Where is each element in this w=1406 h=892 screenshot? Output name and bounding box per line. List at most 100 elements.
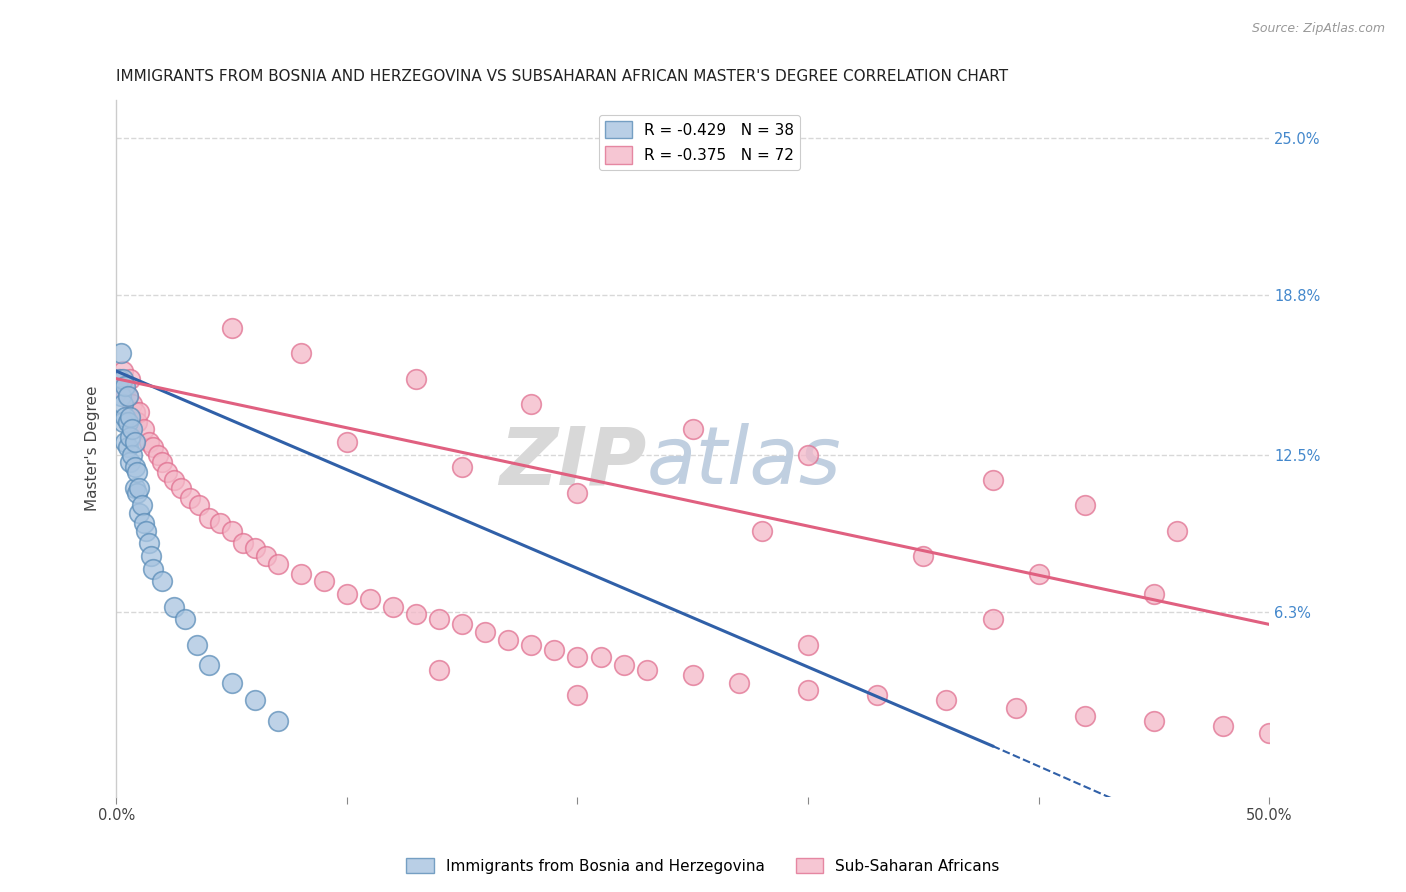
Point — [120, 430, 142, 444]
Point — [209, 516, 232, 530]
Point — [336, 434, 359, 449]
Point — [117, 389, 139, 403]
Point — [1074, 708, 1097, 723]
Point — [186, 638, 208, 652]
Point — [1074, 499, 1097, 513]
Point — [132, 516, 155, 530]
Point — [132, 422, 155, 436]
Y-axis label: Master's Degree: Master's Degree — [86, 385, 100, 511]
Point — [589, 650, 612, 665]
Point — [174, 612, 197, 626]
Point — [290, 346, 312, 360]
Point — [427, 663, 450, 677]
Point — [267, 714, 290, 728]
Point — [1004, 701, 1026, 715]
Point — [117, 389, 139, 403]
Point — [682, 668, 704, 682]
Point — [114, 434, 136, 449]
Point — [243, 541, 266, 556]
Legend: R = -0.429   N = 38, R = -0.375   N = 72: R = -0.429 N = 38, R = -0.375 N = 72 — [599, 114, 800, 169]
Point — [131, 499, 153, 513]
Point — [138, 536, 160, 550]
Point — [138, 434, 160, 449]
Point — [567, 689, 589, 703]
Point — [146, 448, 169, 462]
Point — [110, 346, 132, 360]
Point — [427, 612, 450, 626]
Point — [139, 549, 162, 563]
Point — [221, 524, 243, 538]
Point — [243, 693, 266, 707]
Point — [135, 524, 157, 538]
Point — [152, 574, 174, 589]
Point — [682, 422, 704, 436]
Point — [267, 557, 290, 571]
Point — [382, 599, 405, 614]
Point — [121, 422, 143, 436]
Point — [221, 321, 243, 335]
Point — [728, 675, 751, 690]
Text: IMMIGRANTS FROM BOSNIA AND HERZEGOVINA VS SUBSAHARAN AFRICAN MASTER'S DEGREE COR: IMMIGRANTS FROM BOSNIA AND HERZEGOVINA V… — [117, 69, 1008, 84]
Point — [197, 657, 219, 672]
Point — [121, 448, 143, 462]
Point — [114, 384, 136, 399]
Point — [520, 638, 543, 652]
Point — [163, 599, 186, 614]
Point — [114, 409, 136, 424]
Point — [170, 481, 193, 495]
Point — [866, 689, 889, 703]
Point — [197, 511, 219, 525]
Point — [359, 592, 381, 607]
Point — [124, 404, 146, 418]
Point — [751, 524, 773, 538]
Point — [405, 607, 427, 622]
Point — [451, 617, 474, 632]
Point — [107, 371, 129, 385]
Legend: Immigrants from Bosnia and Herzegovina, Sub-Saharan Africans: Immigrants from Bosnia and Herzegovina, … — [401, 852, 1005, 880]
Point — [163, 473, 186, 487]
Text: Source: ZipAtlas.com: Source: ZipAtlas.com — [1251, 22, 1385, 36]
Point — [567, 485, 589, 500]
Point — [797, 683, 820, 698]
Point — [797, 448, 820, 462]
Point — [124, 481, 146, 495]
Point — [125, 466, 148, 480]
Point — [336, 587, 359, 601]
Point — [110, 371, 132, 385]
Point — [1143, 714, 1166, 728]
Point — [188, 499, 211, 513]
Point — [232, 536, 254, 550]
Point — [613, 657, 636, 672]
Point — [121, 397, 143, 411]
Point — [112, 364, 135, 378]
Text: ZIP: ZIP — [499, 423, 647, 501]
Point — [405, 371, 427, 385]
Point — [117, 440, 139, 454]
Point — [142, 440, 165, 454]
Point — [935, 693, 957, 707]
Point — [312, 574, 335, 589]
Point — [117, 415, 139, 429]
Point — [1143, 587, 1166, 601]
Point — [142, 562, 165, 576]
Point — [125, 415, 148, 429]
Point — [124, 434, 146, 449]
Point — [1258, 726, 1281, 740]
Point — [128, 506, 150, 520]
Point — [112, 415, 135, 429]
Point — [520, 397, 543, 411]
Point — [451, 460, 474, 475]
Point — [254, 549, 277, 563]
Text: atlas: atlas — [647, 423, 841, 501]
Point — [221, 675, 243, 690]
Point — [114, 379, 136, 393]
Point — [120, 455, 142, 469]
Point — [128, 481, 150, 495]
Point — [981, 612, 1004, 626]
Point — [112, 397, 135, 411]
Point — [152, 455, 174, 469]
Point — [128, 404, 150, 418]
Point — [1028, 566, 1050, 581]
Point — [290, 566, 312, 581]
Point — [981, 473, 1004, 487]
